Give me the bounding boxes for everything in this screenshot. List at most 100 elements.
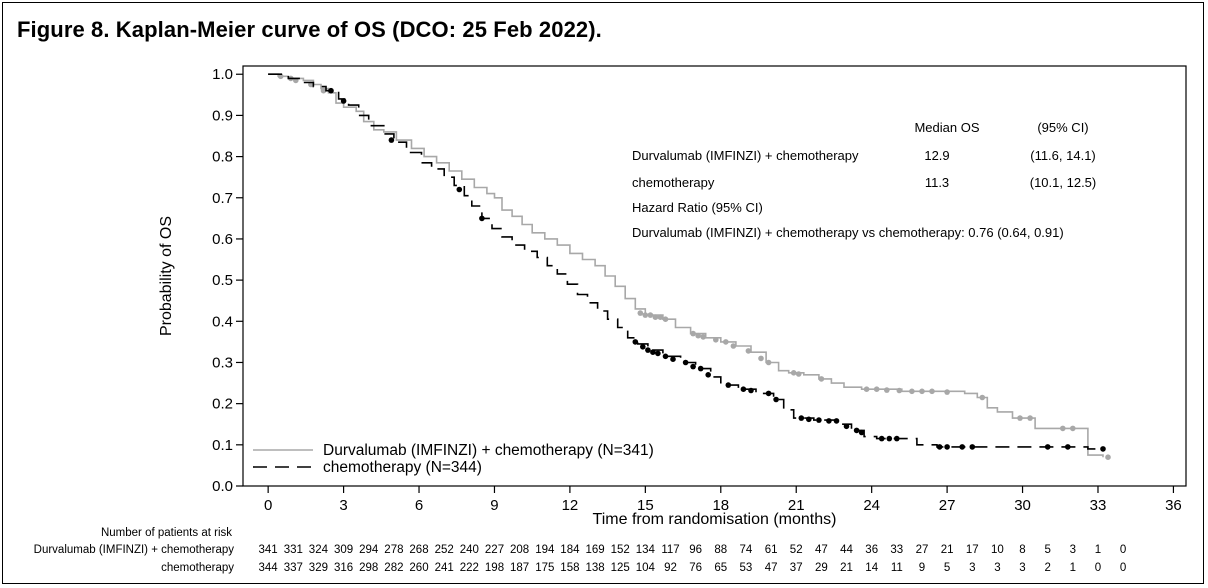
chemo-censor-mark [858,429,865,436]
risk-count: 1 [1070,562,1076,574]
annot-row-ci: (11.6, 14.1) [1030,148,1096,163]
risk-row-label-durvalumab: Durvalumab (IMFINZI) + chemotherapy [34,544,235,556]
risk-count: 74 [740,544,753,556]
risk-count: 3 [969,562,975,574]
chemo-censor-mark [690,363,696,370]
risk-count: 76 [689,562,702,574]
durvalumab-censor-mark [657,314,664,321]
durvalumab-censor-mark [690,330,696,337]
durvalumab-censor-mark [790,370,797,376]
chemo-censor-mark [328,87,334,94]
annot-row-median: 11.3 [925,175,949,190]
risk-count: 169 [586,544,605,556]
figure-title: Figure 8. Kaplan-Meier curve of OS (DCO:… [17,17,602,42]
risk-count: 36 [865,544,878,556]
chemo-censor-mark [632,339,639,345]
risk-count: 88 [714,544,727,556]
risk-count: 61 [765,544,778,556]
y-tick-label: 0.4 [212,313,233,330]
risk-count: 329 [309,562,328,574]
chemo-censor-mark [886,435,893,442]
x-axis: 0 3 6 9 12 15 18 21 24 27 30 33 36 [264,486,1182,514]
durvalumab-censor-mark [765,359,772,366]
risk-count: 184 [560,544,580,556]
risk-count: 47 [815,544,828,556]
risk-count: 52 [790,544,803,556]
risk-count: 0 [1120,544,1126,556]
chemo-censor-mark [740,386,747,393]
risk-count: 344 [259,562,279,574]
risk-count: 8 [1019,544,1025,556]
risk-count: 1 [1095,544,1101,556]
risk-count: 187 [510,562,529,574]
risk-count: 158 [560,562,579,574]
durvalumab-censor-mark [818,376,825,382]
durvalumab-censor-mark [713,337,719,343]
risk-count: 194 [535,544,555,556]
chemo-censor-mark [388,137,395,143]
chemo-censor-mark [959,444,965,450]
y-tick-label: 0.1 [212,437,233,454]
chemo-censor-mark [662,353,669,360]
risk-count: 5 [1044,544,1050,556]
durvalumab-censor-mark [695,332,701,339]
chemo-censor-mark [878,435,885,442]
risk-counts: 341 331 324 309 294 278 268 252 240 227 208 194 184 1… [259,544,1127,574]
risk-count: 240 [460,544,479,556]
durvalumab-censor-mark [873,386,880,393]
risk-count: 3 [1070,544,1076,556]
risk-count: 138 [586,562,605,574]
risk-count: 278 [384,544,403,556]
risk-count: 5 [944,562,950,574]
durvalumab-curve [268,73,1104,458]
durvalumab-censor-mark [320,87,327,94]
durvalumab-censor-mark [1070,425,1076,432]
durvalumab-censor-mark [758,355,764,362]
x-tick-label: 9 [490,497,498,514]
x-tick-label: 36 [1165,497,1182,514]
y-axis-label: Probability of OS [158,216,175,336]
x-axis-label: Time from randomisation (months) [593,511,837,528]
risk-count: 96 [689,544,702,556]
x-tick-label: 18 [712,497,729,514]
y-tick-label: 0.6 [212,231,233,248]
durvalumab-censor-mark [863,386,870,393]
hr-line: Durvalumab (IMFINZI) + chemotherapy vs c… [632,225,1064,240]
chemo-censor-mark [773,396,779,403]
risk-count: 125 [611,562,630,574]
x-tick-label: 33 [1090,497,1107,514]
chemo-censor-mark [697,365,704,372]
risk-count: 294 [359,544,379,556]
risk-count: 241 [435,562,454,574]
durvalumab-censor-mark [637,310,644,316]
risk-row-label-chemo: chemotherapy [161,562,234,574]
y-tick-label: 0.0 [212,478,233,495]
chemo-censor-mark [725,382,732,388]
x-tick-label: 3 [339,497,347,514]
durvalumab-censor-mark [745,348,752,354]
y-tick-label: 0.7 [212,190,233,207]
y-tick-label: 0.5 [212,272,233,289]
durvalumab-censor-mark [1017,415,1023,421]
risk-count: 337 [284,562,303,574]
annot-row-median: 12.9 [924,148,949,163]
risk-count: 9 [919,562,925,574]
y-tick-label: 1.0 [212,66,233,83]
chemo-censor-mark [853,427,860,434]
durvalumab-censor-mark [700,334,706,340]
chemo-censor-mark [682,359,689,366]
risk-count: 282 [384,562,403,574]
risk-title: Number of patients at risk [101,527,232,539]
median-header: Median OS [914,120,979,135]
chemo-censor-mark [826,418,832,424]
risk-count: 260 [409,562,428,574]
durvalumab-censor-mark [909,388,915,395]
chemo-censor-mark [1044,444,1051,450]
risk-count: 37 [790,562,803,574]
durvalumab-censor-mark [1060,425,1066,432]
risk-count: 198 [485,562,504,574]
risk-count: 227 [485,544,504,556]
chemo-censor-mark [894,435,900,442]
y-tick-label: 0.9 [212,107,233,124]
risk-table: Number of patients at risk Durvalumab (I… [34,527,1127,574]
